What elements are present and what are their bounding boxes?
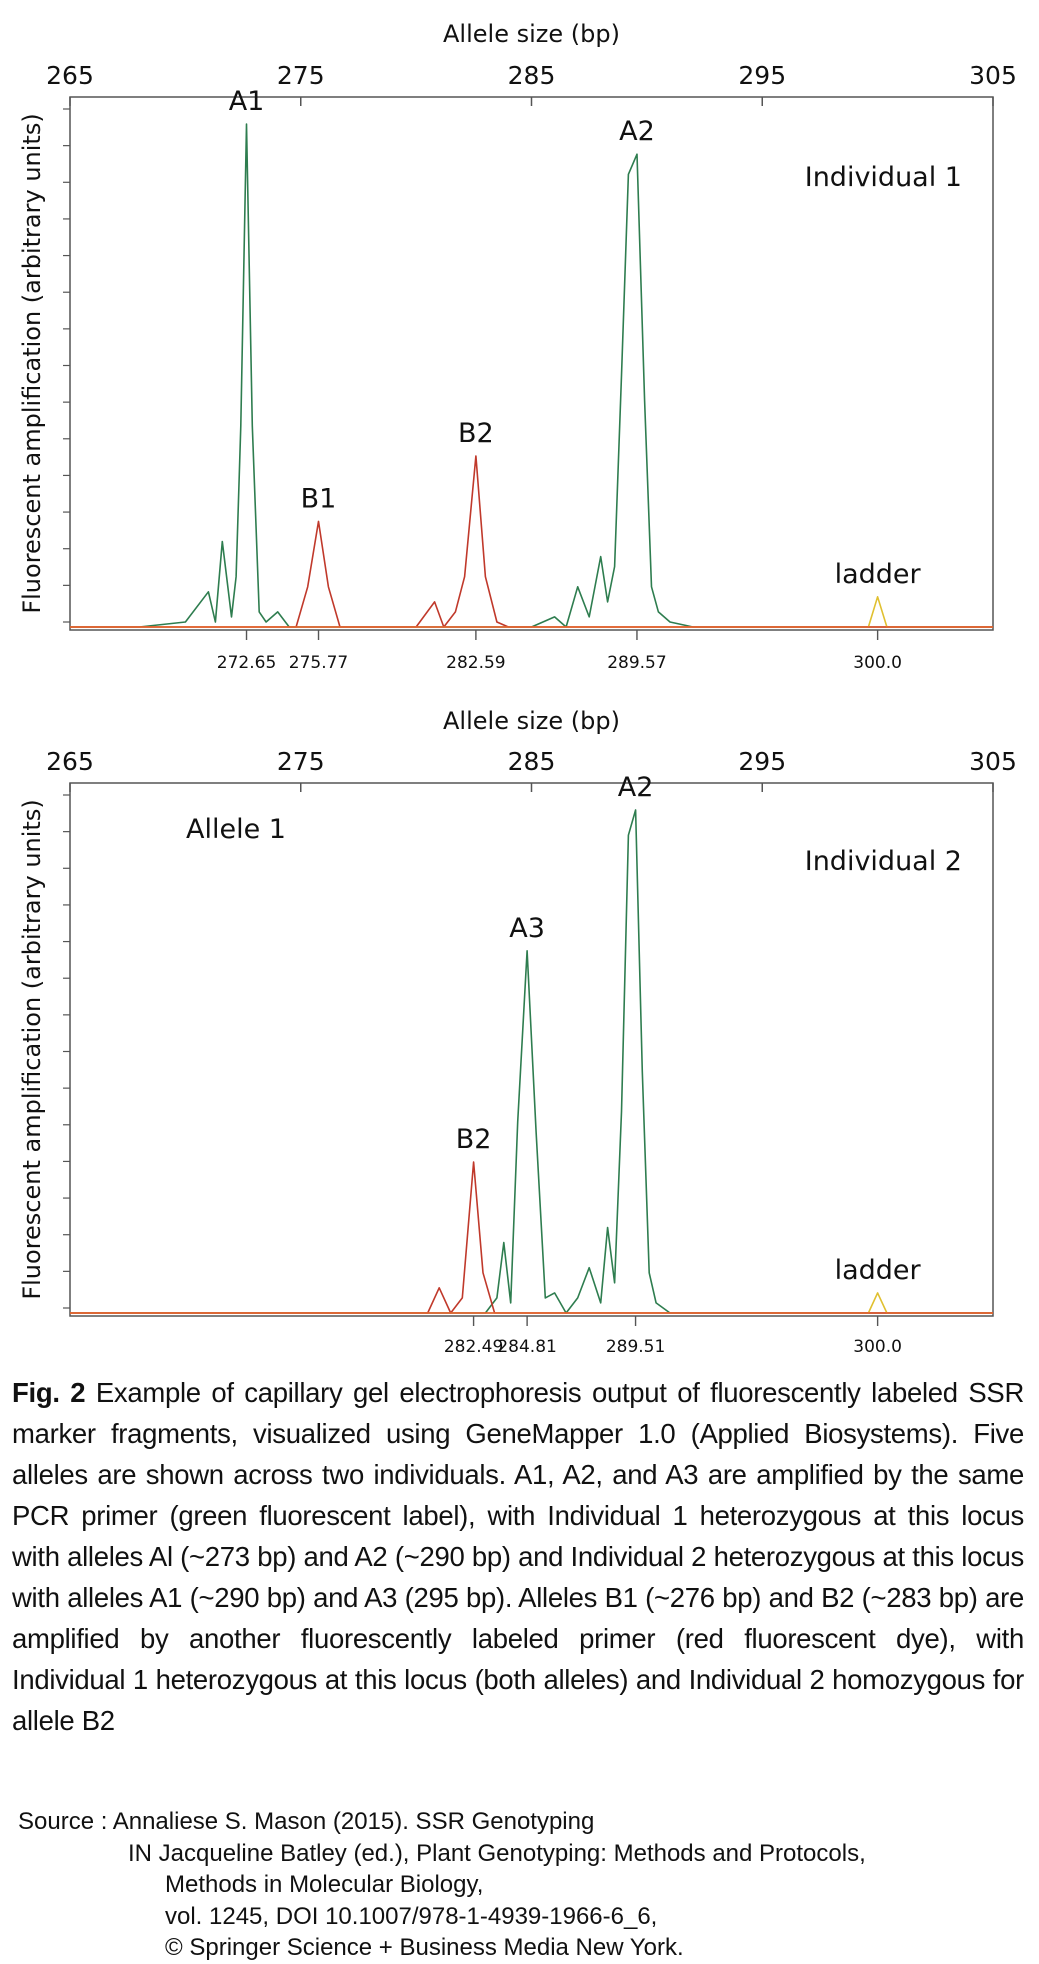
- peak-label: A2: [619, 116, 655, 147]
- peak-label: A2: [618, 772, 654, 803]
- peak-label: B1: [301, 483, 337, 514]
- trace-2: [70, 1161, 993, 1314]
- x-tick-label: 305: [969, 747, 1017, 776]
- trace-1: [70, 123, 993, 628]
- size-call-label: 289.51: [606, 1337, 665, 1357]
- source-line-1: Source : Annaliese S. Mason (2015). SSR …: [18, 1808, 595, 1835]
- source-line-5: © Springer Science + Business Media New …: [165, 1934, 684, 1961]
- peak-label: B2: [456, 1124, 492, 1155]
- size-call-label: 282.59: [446, 653, 505, 673]
- peak-label: B2: [458, 418, 494, 449]
- x-tick-label: 285: [508, 61, 556, 90]
- x-tick-label: 275: [277, 747, 325, 776]
- size-call-label: 272.65: [217, 653, 276, 673]
- caption-text: Example of capillary gel electrophoresis…: [12, 1377, 1025, 1736]
- x-tick-label: 305: [969, 61, 1017, 90]
- x-tick-label: 265: [46, 61, 94, 90]
- individual-label: Individual 2: [805, 846, 962, 877]
- trace-3: [70, 1292, 993, 1314]
- source-citation: Source : Annaliese S. Mason (2015). SSR …: [18, 1806, 866, 1964]
- x-tick-label: 265: [46, 747, 94, 776]
- peak-label: ladder: [835, 559, 922, 590]
- size-call-label: 300.0: [853, 1337, 902, 1357]
- peak-label: ladder: [835, 1255, 922, 1286]
- source-line-2: IN Jacqueline Batley (ed.), Plant Genoty…: [128, 1839, 866, 1867]
- trace-3: [70, 595, 993, 628]
- individual-label: Individual 1: [805, 162, 962, 193]
- x-tick-label: 275: [277, 61, 325, 90]
- figure-label: Fig. 2: [12, 1377, 86, 1408]
- source-line-4: vol. 1245, DOI 10.1007/978-1-4939-1966-6…: [165, 1902, 658, 1930]
- size-call-label: 284.81: [497, 1337, 556, 1357]
- size-call-label: 275.77: [289, 653, 348, 673]
- figure-caption: Fig. 2 Example of capillary gel electrop…: [12, 1372, 1024, 1741]
- trace-1: [70, 809, 993, 1314]
- electropherogram-figure: Allele size (bp) 265 275 285 295 305 Fluoresce…: [18, 20, 1017, 1357]
- peak-label: A1: [229, 86, 265, 117]
- x-tick-label: 295: [738, 61, 786, 90]
- peak-label: A3: [509, 913, 545, 944]
- x-tick-label: 295: [738, 747, 786, 776]
- size-call-label: 289.57: [607, 653, 666, 673]
- size-call-label: 282.49: [444, 1337, 503, 1357]
- x-tick-label: 285: [508, 747, 556, 776]
- source-line-3: Methods in Molecular Biology,: [165, 1871, 484, 1898]
- y-axis-title: Fluorescent amplification (arbitrary uni…: [18, 113, 46, 613]
- size-call-label: 300.0: [853, 653, 902, 673]
- allele-annotation: Allele 1: [186, 814, 286, 845]
- x-axis-title: Allele size (bp): [443, 707, 620, 735]
- x-axis-title: Allele size (bp): [443, 20, 620, 48]
- trace-2: [70, 455, 993, 628]
- y-axis-title: Fluorescent amplification (arbitrary uni…: [18, 799, 46, 1299]
